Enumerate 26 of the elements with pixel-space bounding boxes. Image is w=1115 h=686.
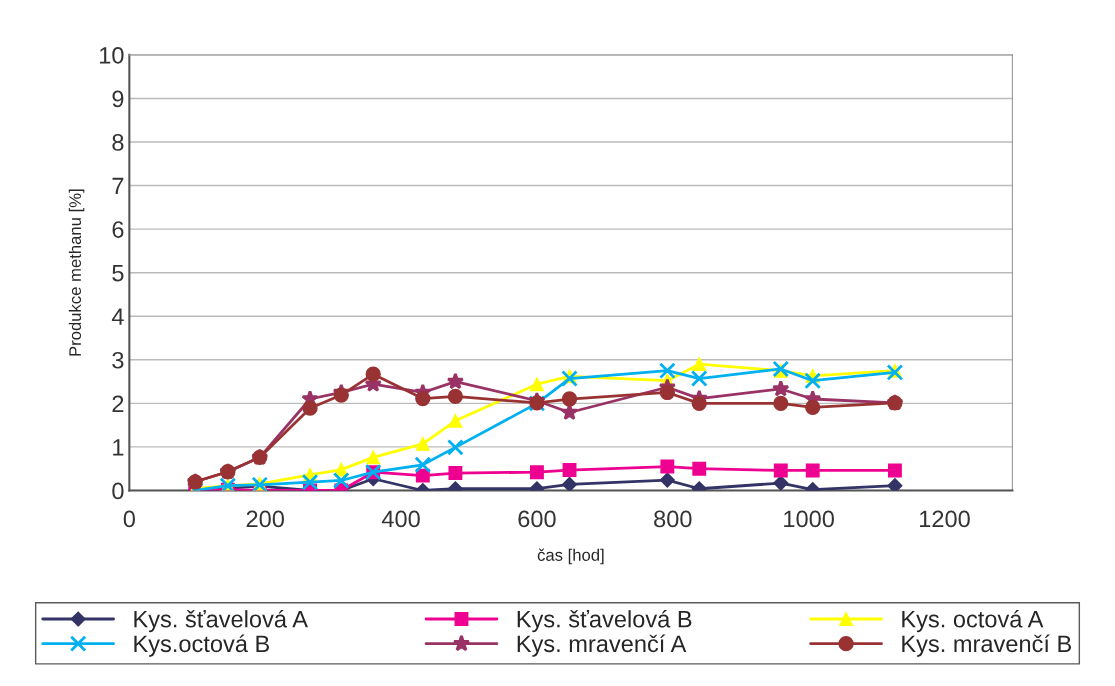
y-tick-label: 4 <box>111 308 124 325</box>
y-axis-title: Produkce methanu [%] <box>68 189 85 356</box>
y-tick-label: 2 <box>112 395 124 412</box>
y-tick-label: 0 <box>112 482 124 500</box>
y-tick-label: 8 <box>112 134 124 151</box>
legend-label: Kys.octová B <box>134 634 270 657</box>
legend-label: Kys. šťavelová B <box>517 609 692 633</box>
legend-label: Kys. šťavelová A <box>134 609 308 633</box>
x-tick-label: 0 <box>123 510 135 528</box>
x-tick-label: 1200 <box>920 510 970 528</box>
x-tick-label: 800 <box>654 510 692 528</box>
x-tick-label: 400 <box>381 510 420 528</box>
y-tick-label: 7 <box>112 177 124 195</box>
legend-label: Kys. mravenčí A <box>517 634 687 657</box>
x-tick-label: 1000 <box>784 510 834 528</box>
y-tick-label: 5 <box>112 265 124 282</box>
legend-label: Kys. mravenčí B <box>902 634 1072 657</box>
legend-label: Kys. octová A <box>902 609 1044 633</box>
x-tick-label: 600 <box>518 510 556 528</box>
y-tick-label: 9 <box>112 90 124 108</box>
x-tick-label: 200 <box>246 510 284 528</box>
y-tick-label: 10 <box>100 46 124 64</box>
y-tick-label: 6 <box>112 221 124 238</box>
y-tick-label: 3 <box>112 351 124 369</box>
x-axis-title: čas [hod] <box>537 548 604 565</box>
y-tick-label: 1 <box>113 439 124 456</box>
